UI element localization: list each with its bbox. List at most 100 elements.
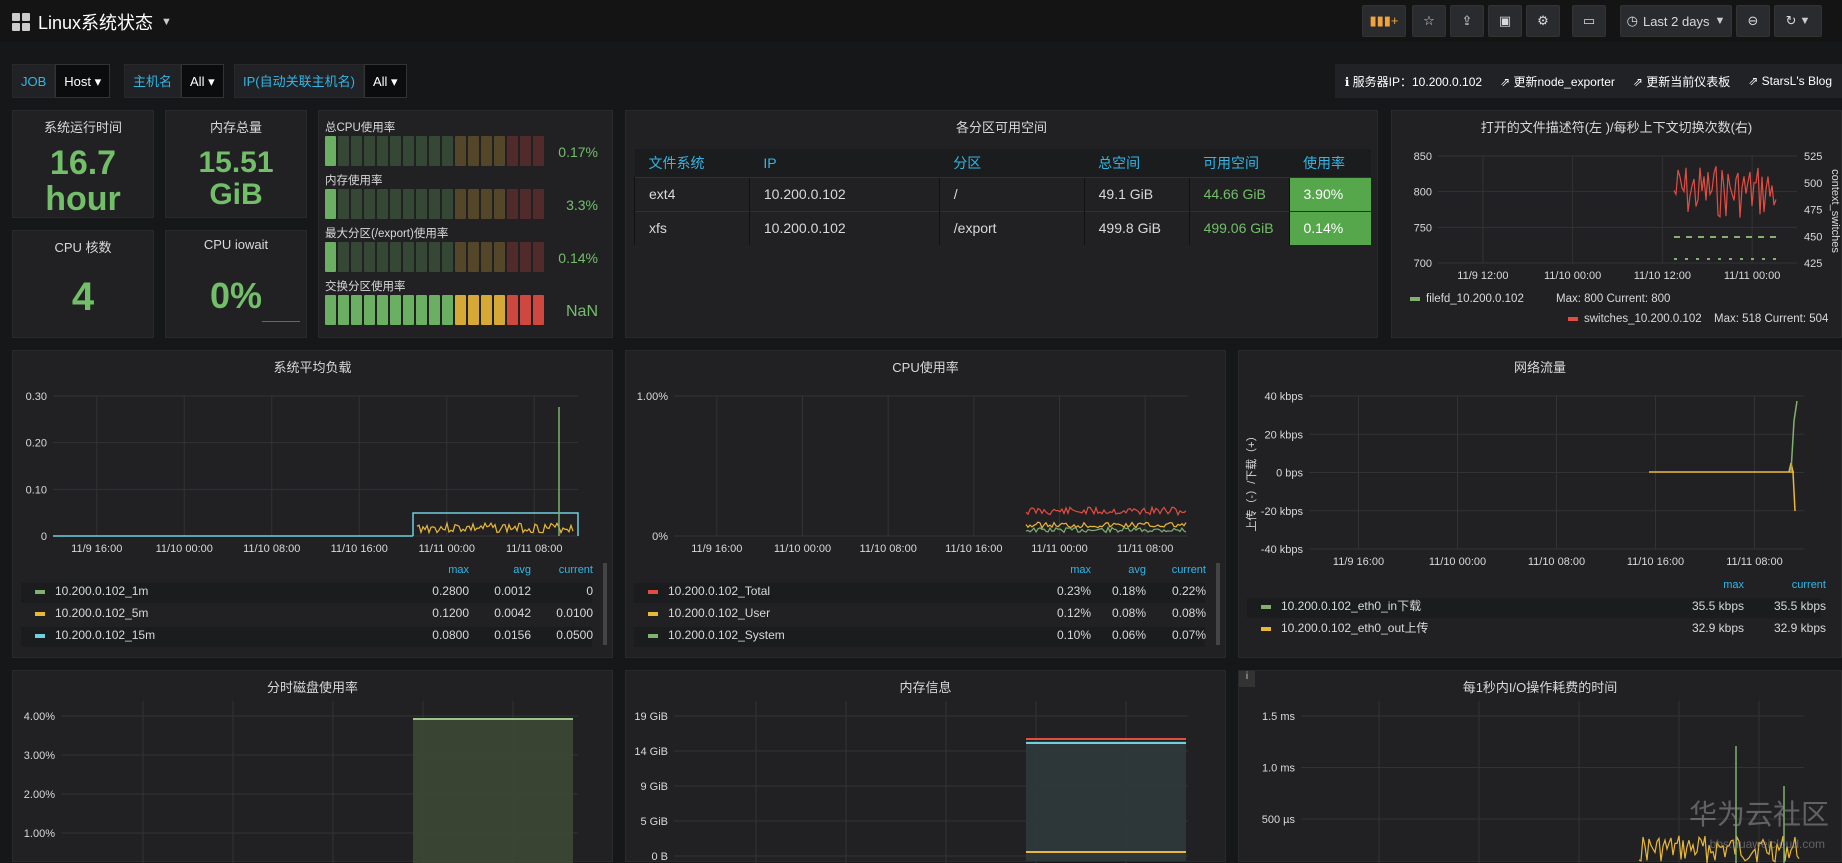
- memory-total-value: 15.51: [198, 146, 274, 179]
- variable-hostname[interactable]: 主机名 All ▾: [124, 64, 224, 98]
- legend-value: 0.2800: [432, 584, 469, 598]
- variable-ip[interactable]: IP(自动关联主机名) All ▾: [234, 64, 407, 98]
- info-corner-icon[interactable]: i: [1239, 671, 1255, 687]
- variable-value[interactable]: All ▾: [181, 64, 224, 98]
- table-cell: 499.06 GiB: [1188, 210, 1289, 245]
- settings-button[interactable]: ⚙: [1526, 5, 1560, 37]
- y-axis-label: 上传（-）/下载（+）: [1245, 430, 1258, 531]
- blog-link[interactable]: ⇗ StarsL's Blog: [1748, 74, 1832, 88]
- tv-mode-button[interactable]: ▭: [1572, 5, 1606, 37]
- dashboard-title-picker[interactable]: Linux系统状态 ▼: [12, 9, 172, 35]
- y-tick-label: 0: [41, 531, 47, 543]
- legend-value: 0.12%: [1057, 606, 1091, 620]
- bargauge-cell: [416, 295, 427, 325]
- legend-series-name: filefd_10.200.0.102: [1426, 293, 1524, 305]
- share-button[interactable]: ⇪: [1450, 5, 1484, 37]
- time-range-picker[interactable]: ◷ Last 2 days ▼: [1620, 5, 1732, 37]
- star-icon: ☆: [1423, 13, 1435, 28]
- zoom-out-button[interactable]: ⊖: [1736, 5, 1770, 37]
- variable-value[interactable]: Host ▾: [55, 64, 111, 98]
- server-ip-link[interactable]: ℹ 服务器IP：10.200.0.102: [1344, 74, 1483, 89]
- bargauge-label: 最大分区(/export)使用率: [325, 228, 449, 240]
- legend-column-header: max: [1070, 564, 1091, 576]
- legend-value: 0.0156: [494, 628, 531, 642]
- legend-swatch: [648, 634, 658, 638]
- y-tick-label: 0 B: [651, 851, 668, 863]
- bargauge-cell: [468, 242, 479, 272]
- variable-job[interactable]: JOB Host ▾: [12, 64, 111, 98]
- y-tick-label: 1.5 ms: [1262, 711, 1296, 723]
- y-tick-label: 800: [1414, 187, 1432, 199]
- legend-value: 0.18%: [1112, 584, 1146, 598]
- legend-value: 0.08%: [1112, 606, 1146, 620]
- y-tick-label: 1.00%: [637, 391, 668, 403]
- save-icon: ▣: [1498, 13, 1512, 28]
- bargauge-cell: [325, 189, 336, 219]
- table-cell: ext4: [634, 176, 750, 211]
- legend-value: 32.9 kbps: [1692, 621, 1744, 635]
- cpu-cores-value: 4: [71, 275, 95, 319]
- legend-column-header: max: [448, 564, 469, 576]
- bargauge-label: 内存使用率: [325, 175, 383, 187]
- y-right-axis-label: context_switches: [1829, 169, 1841, 253]
- legend-value: 0.10%: [1057, 628, 1091, 642]
- bargauge-row: 内存使用率: [325, 172, 544, 219]
- bargauge-cell: [416, 189, 427, 219]
- io-time-panel: i 每1秒内I/O操作耗费的时间 1.5 ms 1.0 ms 500 µs 华为云社…: [1238, 670, 1842, 863]
- bargauge-cell: [455, 242, 466, 272]
- cpu-iowait-panel: CPU iowait 0%: [165, 230, 307, 338]
- variable-label: IP(自动关联主机名): [234, 64, 364, 98]
- panel-title: 各分区可用空间: [955, 120, 1047, 135]
- add-panel-button[interactable]: ▮▮▮+: [1362, 5, 1406, 37]
- bargauge-row: 最大分区(/export)使用率: [325, 225, 544, 272]
- update-exporter-link[interactable]: ⇗ 更新node_exporter: [1500, 74, 1615, 89]
- bargauge-cell: [338, 189, 349, 219]
- y-right-tick-label: 525: [1804, 151, 1822, 163]
- table-cell: /: [938, 176, 1085, 211]
- table-header[interactable]: 分区: [939, 149, 1085, 177]
- filesystem-panel: 各分区可用空间 文件系统 IP 分区 总空间 可用空间 使用率 ext4 10.200.0.…: [625, 110, 1378, 338]
- legend-column-header: avg: [513, 564, 531, 576]
- bargauge-cell: [455, 189, 466, 219]
- legend-swatch: [1410, 297, 1420, 301]
- save-button[interactable]: ▣: [1488, 5, 1522, 37]
- table-header[interactable]: IP: [749, 149, 940, 177]
- cpu-usage-panel: CPU使用率 1.00% 0% 11/9 16:00 11/10 00:00 11/10…: [625, 350, 1226, 658]
- legend-value: 0.0500: [556, 628, 593, 642]
- table-header[interactable]: 文件系统: [634, 149, 750, 177]
- bargauge-cell: [377, 295, 388, 325]
- bargauge-cell: [351, 242, 362, 272]
- caret-down-icon: ▼: [1799, 15, 1811, 27]
- bargauge-cell: [377, 242, 388, 272]
- legend-value: 0.0012: [494, 584, 531, 598]
- disk-usage-panel: 分时磁盘使用率 4.00% 3.00% 2.00% 1.00%: [12, 670, 613, 863]
- variable-value[interactable]: All ▾: [363, 64, 407, 98]
- bargauge-cell: [403, 136, 414, 166]
- table-header[interactable]: 总空间: [1084, 149, 1190, 177]
- bargauge-cell: [507, 242, 518, 272]
- table-header[interactable]: 可用空间: [1189, 149, 1289, 177]
- table-cell: xfs: [634, 210, 750, 245]
- legend-column-header: current: [1792, 579, 1826, 591]
- x-tick-label: 11/10 00:00: [774, 543, 831, 555]
- legend-series-name: switches_10.200.0.102: [1584, 313, 1702, 325]
- bargauge-cell: [351, 189, 362, 219]
- panel-title: 分时磁盘使用率: [266, 680, 358, 695]
- star-button[interactable]: ☆: [1412, 5, 1446, 37]
- refresh-button[interactable]: ↻ ▼: [1774, 5, 1822, 37]
- bargauge-cell: [338, 136, 349, 166]
- legend-series-name: 10.200.0.102_1m: [55, 584, 148, 598]
- y-tick-label: 0%: [652, 531, 668, 543]
- update-dashboard-link[interactable]: ⇗ 更新当前仪表板: [1632, 74, 1731, 89]
- table-cell: 44.66 GiB: [1188, 176, 1289, 211]
- net-in-line: [1790, 400, 1798, 473]
- bargauge-cell: [520, 295, 531, 325]
- x-tick-label: 11/10 08:00: [1528, 556, 1585, 568]
- y-tick-label: 700: [1414, 258, 1432, 270]
- legend-row-bg: [21, 605, 592, 625]
- x-tick-label: 11/9 16:00: [1333, 556, 1384, 568]
- filesystem-table: 文件系统 IP 分区 总空间 可用空间 使用率 ext4 10.200.0.102/49.1…: [634, 149, 1371, 245]
- bargauge-cell: [325, 295, 336, 325]
- table-header[interactable]: 使用率: [1289, 149, 1371, 177]
- table-row: ext4 10.200.0.102/49.1 GiB 44.66 GiB 3.90%: [634, 176, 1371, 211]
